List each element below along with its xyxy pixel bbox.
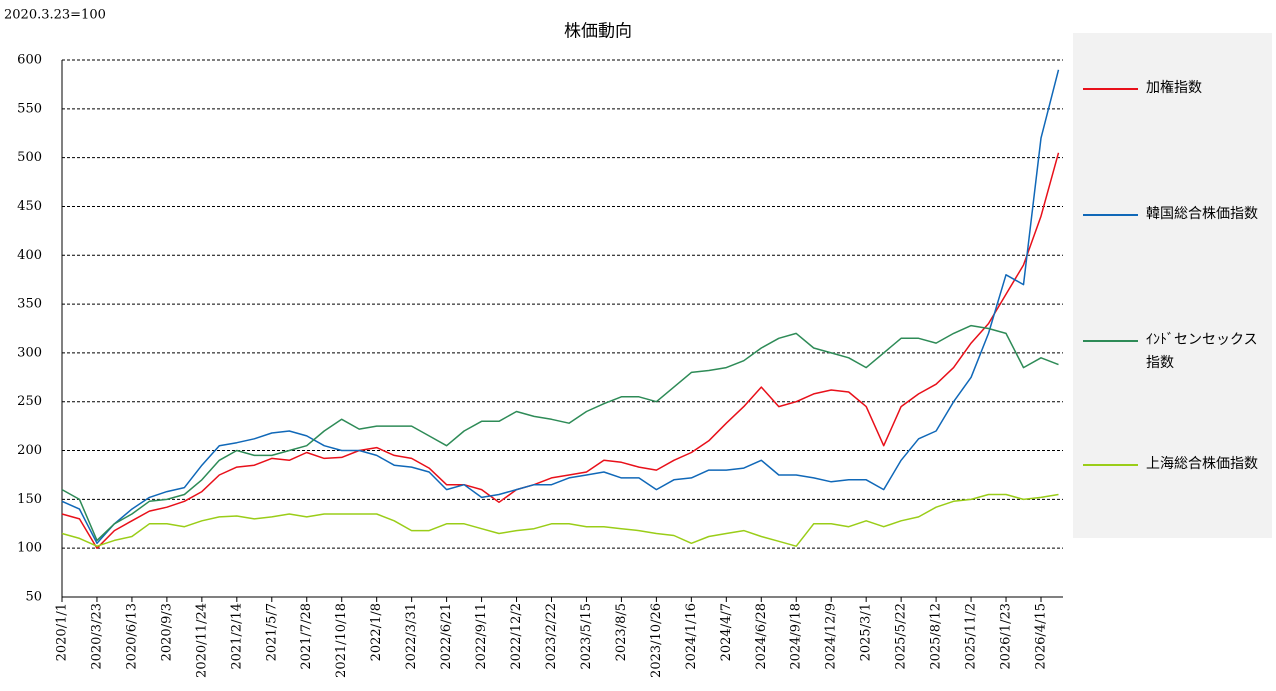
x-tick-label: 2024/4/7 (719, 603, 734, 661)
annotation: 2020.3.23=100 (4, 8, 106, 23)
x-tick-label: 2021/10/18 (334, 603, 349, 678)
x-tick-label: 2026/1/23 (999, 603, 1014, 670)
y-tick-label: 300 (17, 345, 42, 360)
legend-item: 加権指数 (1083, 77, 1268, 100)
x-tick-label: 2025/5/22 (894, 603, 909, 670)
x-tick-label: 2024/6/28 (754, 603, 769, 670)
y-tick-label: 50 (25, 590, 42, 605)
legend-swatch (1083, 214, 1138, 216)
x-tick-label: 2025/11/2 (964, 603, 979, 670)
y-tick-label: 350 (17, 297, 42, 312)
y-tick-label: 100 (17, 541, 42, 556)
x-tick-label: 2023/8/5 (614, 603, 629, 661)
y-tick-label: 600 (17, 53, 42, 68)
series-line (61, 69, 1060, 545)
y-tick-label: 400 (17, 248, 42, 263)
legend-label: ｲﾝﾄﾞセンセックス指数 (1146, 332, 1258, 371)
x-tick-label: 2023/5/15 (579, 603, 594, 670)
x-tick-label: 2024/1/16 (684, 603, 699, 670)
legend-swatch (1083, 340, 1138, 342)
legend-swatch (1083, 88, 1138, 90)
x-tick-label: 2026/4/15 (1033, 603, 1048, 670)
y-tick-label: 550 (17, 101, 42, 116)
legend-item: 上海総合株価指数 (1083, 453, 1268, 476)
legend-item: ｲﾝﾄﾞセンセックス指数 (1083, 329, 1268, 375)
x-tick-label: 2021/7/28 (299, 603, 314, 670)
series-line (61, 493, 1059, 547)
x-tick-label: 2025/3/1 (859, 603, 874, 661)
y-tick-label: 200 (17, 443, 42, 458)
x-tick-label: 2023/10/26 (649, 603, 664, 678)
y-tick-label: 450 (17, 199, 42, 214)
x-tick-label: 2022/1/8 (369, 603, 384, 661)
x-tick-label: 2022/3/31 (404, 603, 419, 670)
legend: 加権指数韓国総合株価指数 ｲﾝﾄﾞセンセックス指数上海総合株価指数 (1073, 33, 1272, 538)
x-tick-label: 2024/9/18 (789, 603, 804, 670)
x-tick-label: 2022/9/11 (474, 603, 489, 670)
x-tick-label: 2020/1/1 (55, 603, 70, 661)
x-tick-label: 2021/5/7 (264, 603, 279, 661)
y-tick-label: 500 (17, 150, 42, 165)
x-tick-label: 2020/11/24 (194, 603, 209, 678)
x-tick-label: 2022/6/21 (439, 603, 454, 670)
y-tick-label: 250 (17, 394, 42, 409)
series-line (61, 324, 1059, 542)
legend-label: 韓国総合株価指数 (1146, 206, 1258, 222)
x-tick-label: 2020/3/23 (89, 603, 104, 670)
chart-title: 株価動向 (564, 22, 632, 42)
series-line (61, 152, 1060, 549)
x-tick-label: 2020/6/13 (124, 603, 139, 670)
y-tick-label: 150 (17, 492, 42, 507)
legend-label: 加権指数 (1146, 80, 1202, 96)
x-tick-label: 2025/8/12 (929, 603, 944, 670)
x-tick-label: 2024/12/9 (824, 603, 839, 670)
x-tick-label: 2021/2/14 (229, 603, 244, 670)
legend-label: 上海総合株価指数 (1146, 456, 1258, 472)
x-tick-label: 2023/2/22 (544, 603, 559, 670)
legend-item: 韓国総合株価指数 (1083, 203, 1268, 226)
x-tick-label: 2020/9/3 (159, 603, 174, 661)
x-tick-label: 2022/12/2 (509, 603, 524, 670)
legend-swatch (1083, 464, 1138, 466)
